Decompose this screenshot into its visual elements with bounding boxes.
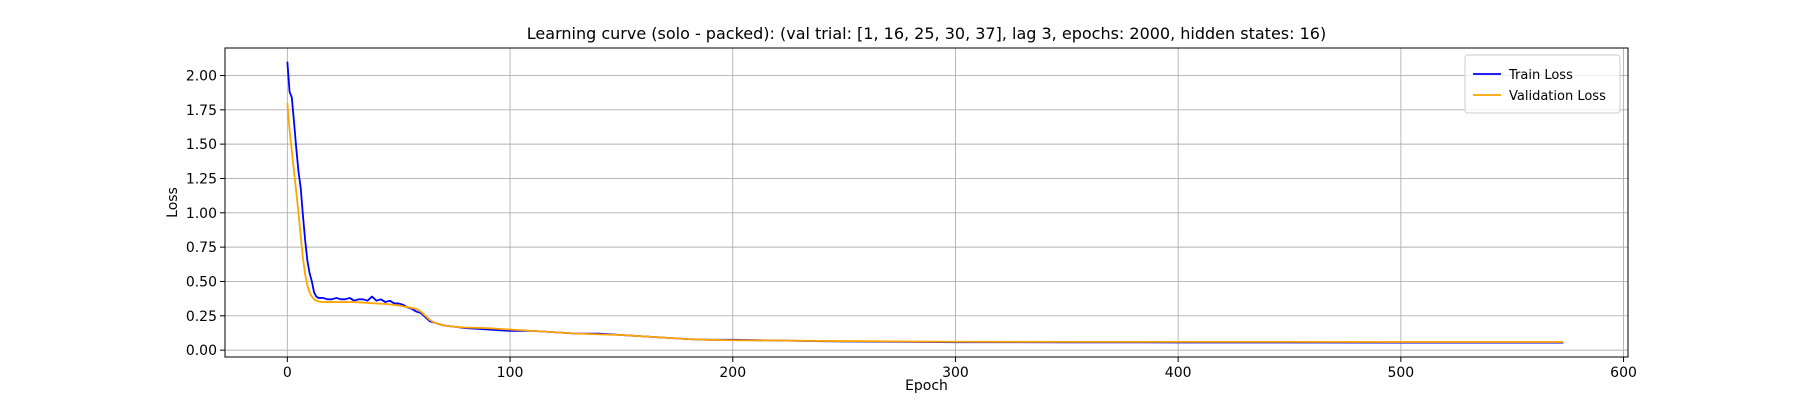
y-tick-label: 2.00 (186, 68, 217, 84)
legend-label: Train Loss (1508, 68, 1573, 83)
legend: Train Loss Validation Loss (1464, 54, 1621, 114)
grid-lines (225, 48, 1628, 357)
y-tick-label: 0.50 (186, 274, 217, 290)
x-tick-label: 300 (942, 365, 969, 381)
x-tick-label: 500 (1387, 365, 1414, 381)
x-tick-label: 400 (1165, 365, 1192, 381)
x-axis-label: Epoch (905, 378, 948, 394)
series-layer (286, 61, 1564, 344)
y-tick-label: 1.25 (186, 171, 217, 187)
series-line-0 (286, 61, 1564, 344)
y-tick-label: 1.00 (186, 206, 217, 222)
legend-box (1464, 54, 1621, 114)
y-axis-ticks: 0.00 0.25 0.50 0.75 1.00 1.25 1.50 1.75 2.00 (186, 68, 225, 359)
y-tick-label: 0.75 (186, 240, 217, 256)
y-axis-label: Loss (165, 187, 181, 218)
x-tick-label: 0 (283, 365, 292, 381)
y-tick-label: 0.25 (186, 309, 217, 325)
y-tick-label: 0.00 (186, 343, 217, 359)
x-tick-label: 600 (1610, 365, 1637, 381)
x-tick-label: 200 (719, 365, 746, 381)
legend-label: Validation Loss (1509, 89, 1606, 104)
y-tick-label: 1.75 (186, 103, 217, 119)
chart-title: Learning curve (solo - packed): (val tri… (527, 24, 1326, 43)
y-tick-label: 1.50 (186, 137, 217, 153)
plot-area-frame (224, 47, 1629, 358)
x-tick-label: 100 (497, 365, 524, 381)
series-line-1 (286, 102, 1564, 343)
x-axis-ticks: 0 100 200 300 400 500 600 (283, 357, 1637, 381)
